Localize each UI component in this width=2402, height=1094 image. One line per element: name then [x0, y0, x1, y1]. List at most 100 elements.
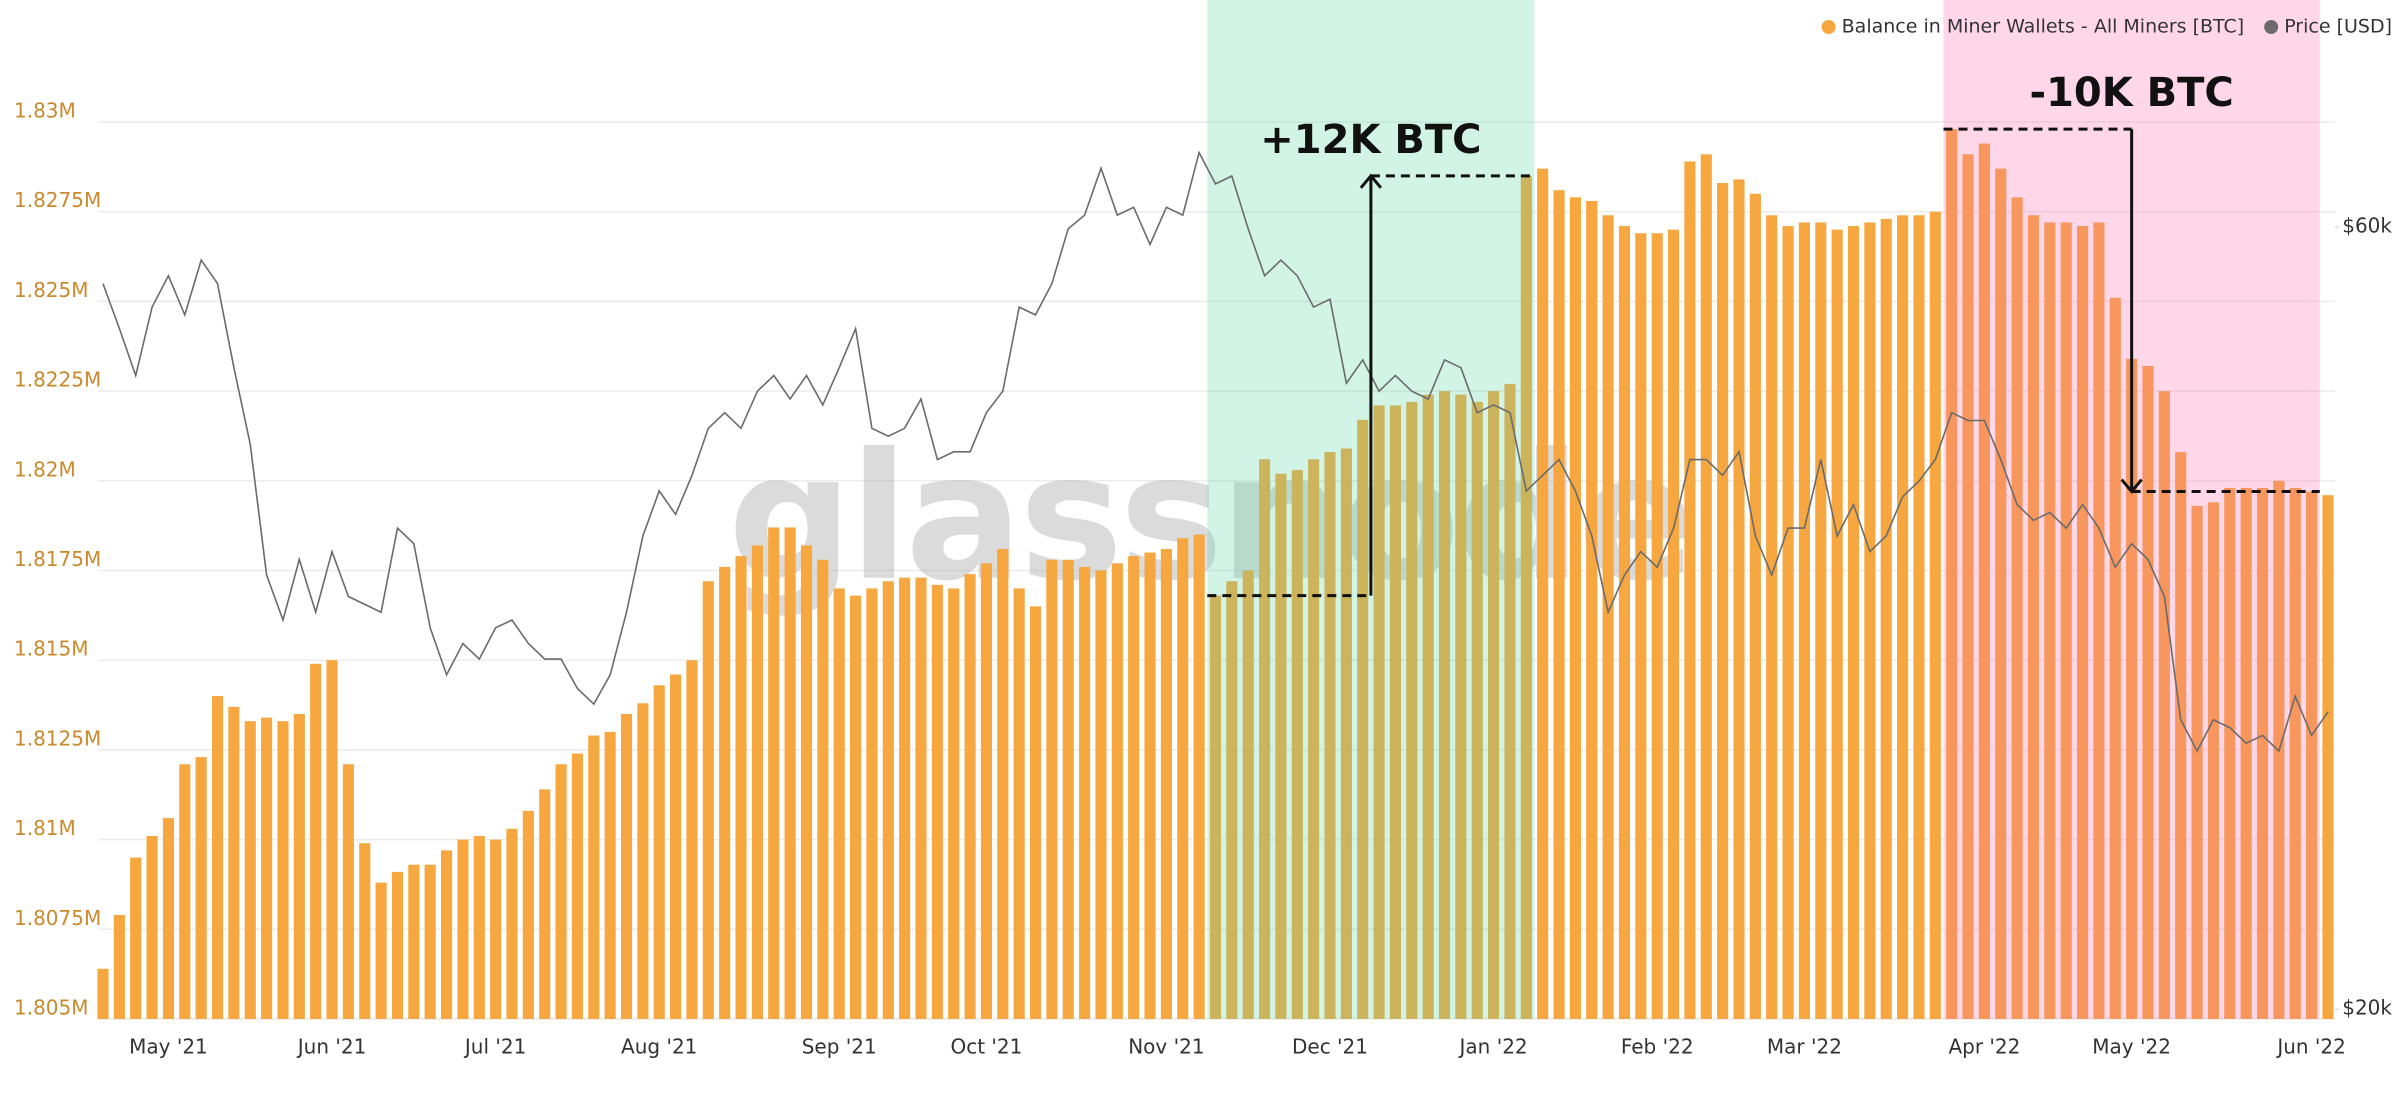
- bar: [1733, 179, 1745, 1019]
- bar: [359, 843, 371, 1019]
- bar: [1700, 154, 1712, 1019]
- bar: [130, 857, 142, 1019]
- bar: [228, 706, 240, 1019]
- bar: [1864, 222, 1876, 1019]
- legend-swatch: [1821, 20, 1836, 34]
- bar: [244, 721, 256, 1019]
- y-tick-label: 1.805M: [14, 996, 89, 1020]
- bar: [686, 660, 698, 1019]
- bar: [1488, 391, 1500, 1019]
- bar: [1684, 161, 1696, 1019]
- bar: [980, 563, 993, 1019]
- bar: [113, 914, 125, 1019]
- bar: [1831, 229, 1843, 1020]
- bar: [784, 527, 796, 1019]
- bar: [1929, 211, 1941, 1019]
- bar: [2158, 391, 2170, 1019]
- bar: [1160, 548, 1172, 1019]
- bar: [1242, 570, 1254, 1019]
- bar: [1880, 218, 1892, 1019]
- bar: [1013, 588, 1025, 1019]
- bar: [1324, 452, 1336, 1019]
- bar: [1651, 233, 1663, 1020]
- bar: [1308, 459, 1320, 1020]
- y-tick-label: 1.815M: [14, 637, 89, 661]
- y-tick-label: 1.81M: [14, 816, 76, 840]
- bar: [326, 660, 338, 1019]
- bar: [2011, 197, 2023, 1019]
- bar: [1258, 459, 1271, 1020]
- bar: [1667, 229, 1680, 1020]
- bar: [473, 836, 485, 1019]
- bar: [97, 968, 109, 1019]
- y-tick-label: 1.8275M: [14, 188, 101, 212]
- bar: [833, 588, 845, 1019]
- bar: [1782, 226, 1794, 1019]
- x-tick-label: May '22: [2092, 1035, 2171, 1059]
- bar: [1373, 405, 1385, 1020]
- bar: [1193, 534, 1205, 1019]
- bar: [2109, 297, 2121, 1019]
- bar: [1962, 154, 1974, 1019]
- bar: [1749, 193, 1761, 1019]
- x-tick-label: Mar '22: [1767, 1035, 1842, 1059]
- bar: [1406, 401, 1418, 1020]
- bar: [179, 764, 191, 1019]
- bar: [800, 545, 813, 1019]
- bar: [1275, 473, 1287, 1019]
- x-tick-label: Jan '22: [1458, 1035, 1528, 1059]
- bar: [277, 721, 289, 1019]
- bar: [539, 789, 551, 1019]
- bar: [2191, 505, 2203, 1019]
- bar: [768, 527, 780, 1019]
- x-tick-label: Apr '22: [1948, 1035, 2020, 1059]
- x-tick-label: Jul '21: [463, 1035, 526, 1059]
- bar: [2044, 222, 2056, 1019]
- bar: [1717, 182, 1729, 1019]
- bar: [637, 703, 649, 1019]
- bar: [1897, 215, 1909, 1020]
- bar: [391, 871, 404, 1019]
- bar: [620, 714, 633, 1019]
- bar: [735, 556, 747, 1019]
- bar: [1111, 563, 1123, 1019]
- annotation-label: -10K BTC: [2029, 70, 2233, 116]
- bar: [375, 882, 387, 1019]
- bar: [1537, 168, 1549, 1019]
- bar: [195, 757, 207, 1019]
- bar: [1455, 394, 1467, 1019]
- bar: [1062, 559, 1074, 1019]
- bar: [1618, 226, 1631, 1019]
- bar: [1226, 581, 1238, 1019]
- bar: [1798, 222, 1811, 1019]
- x-tick-label: Dec '21: [1292, 1035, 1368, 1059]
- bar: [1504, 383, 1516, 1019]
- bar: [948, 588, 960, 1019]
- bar: [1569, 197, 1581, 1019]
- bar: [424, 864, 436, 1019]
- bar: [2175, 452, 2187, 1019]
- bar: [702, 581, 714, 1019]
- bar: [1095, 570, 1107, 1019]
- bar: [162, 818, 175, 1019]
- bar: [2027, 215, 2040, 1020]
- bar: [293, 714, 305, 1019]
- x-tick-label: Aug '21: [621, 1035, 697, 1059]
- bar: [146, 836, 158, 1019]
- bar: [2224, 487, 2236, 1020]
- bar: [1128, 556, 1140, 1019]
- bar: [1029, 606, 1042, 1019]
- x-tick-label: Oct '21: [950, 1035, 1022, 1059]
- bar: [1291, 470, 1303, 1019]
- bar: [964, 574, 976, 1019]
- bar: [2207, 502, 2220, 1019]
- y2-tick-label: $20k: [2342, 996, 2392, 1020]
- bar: [408, 864, 420, 1019]
- arrow-head: [2120, 478, 2143, 494]
- bar: [2306, 491, 2318, 1020]
- price-line: [102, 150, 2329, 753]
- arrow-head: [1359, 173, 1383, 189]
- bar: [882, 581, 894, 1019]
- bar: [588, 735, 600, 1019]
- x-tick-label: Jun '22: [2275, 1035, 2346, 1059]
